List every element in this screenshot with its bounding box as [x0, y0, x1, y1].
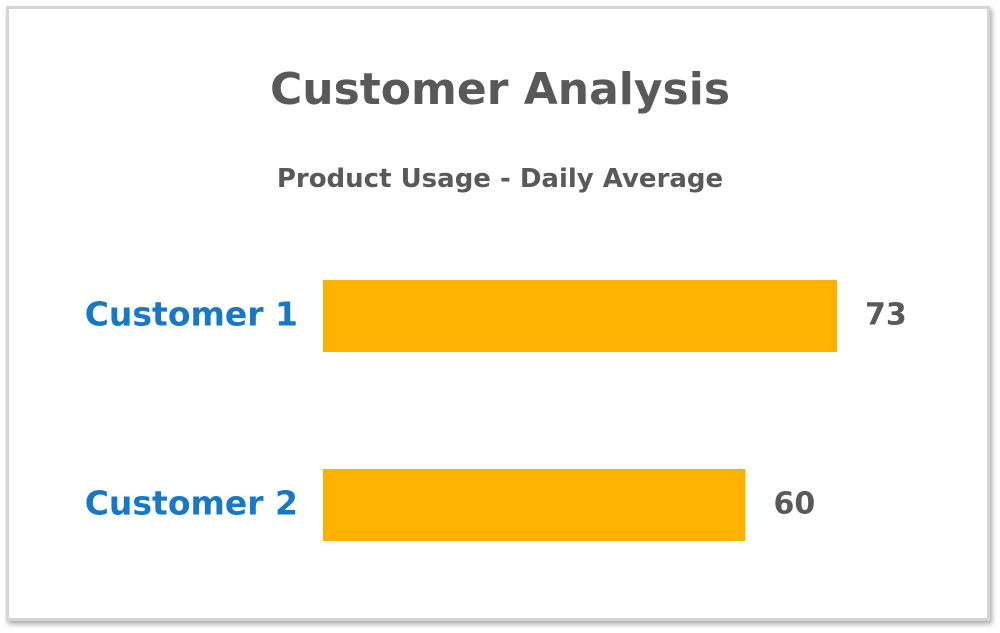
bar-1 — [323, 280, 837, 352]
category-label-1: Customer 1 — [85, 295, 298, 334]
value-label-2: 60 — [773, 487, 815, 522]
bar-2 — [323, 469, 746, 541]
category-label-2: Customer 2 — [85, 484, 298, 523]
value-label-1: 73 — [865, 298, 907, 333]
chart-title: Customer Analysis — [269, 64, 731, 115]
chart-subtitle: Product Usage - Daily Average — [276, 164, 724, 194]
